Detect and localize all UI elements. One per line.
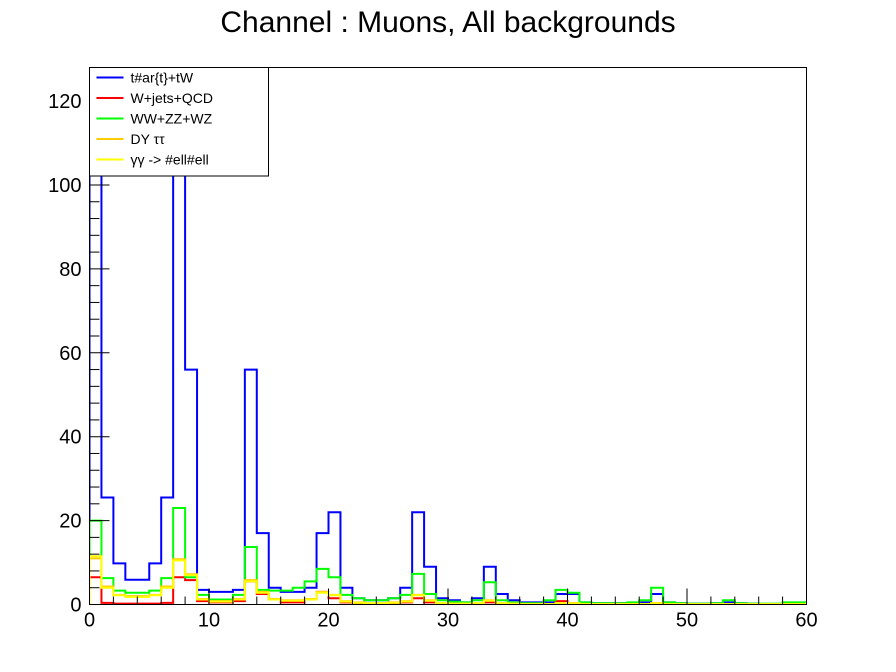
y-tick-label: 60 — [59, 343, 81, 365]
x-tick-label: 10 — [198, 610, 220, 632]
y-tick-label: 40 — [59, 427, 81, 449]
x-tick-label: 50 — [676, 610, 698, 632]
y-tick-label: 80 — [59, 259, 81, 281]
x-tick-label: 60 — [795, 610, 817, 632]
x-tick-label: 20 — [317, 610, 339, 632]
x-tick-label: 30 — [437, 610, 459, 632]
legend: t#ar{t}+tW W+jets+QCD WW+ZZ+WZ DY ττ γγ -> #… — [89, 67, 269, 177]
y-tick-label: 100 — [48, 175, 81, 197]
legend-box — [89, 67, 269, 177]
legend-label-4: γγ -> #ell#ell — [131, 152, 209, 168]
legend-label-3: DY ττ — [131, 131, 166, 147]
y-tick-label: 20 — [59, 511, 81, 533]
legend-label-0: t#ar{t}+tW — [131, 70, 194, 86]
chart-title: Channel : Muons, All backgrounds — [220, 6, 675, 39]
x-tick-label: 0 — [84, 610, 95, 632]
x-tick-label: 40 — [556, 610, 578, 632]
y-tick-label: 0 — [70, 595, 81, 617]
legend-label-2: WW+ZZ+WZ — [131, 111, 213, 127]
legend-label-1: W+jets+QCD — [131, 90, 213, 106]
y-tick-label: 120 — [48, 91, 81, 113]
axes-layer: 0 10 20 30 40 50 60 0 20 40 60 80 100 120 — [48, 67, 818, 632]
